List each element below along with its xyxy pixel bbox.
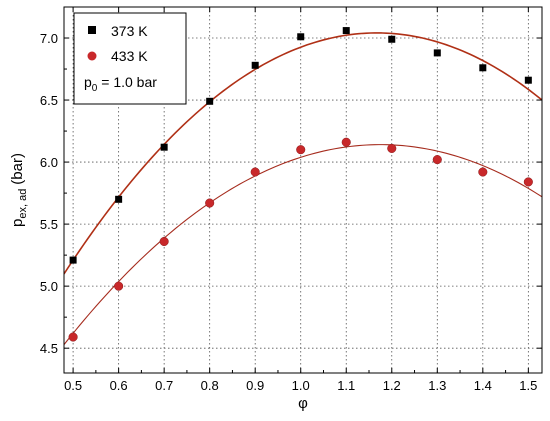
- y-tick-label: 6.5: [40, 93, 58, 108]
- x-tick-label: 1.1: [337, 378, 355, 393]
- x-tick-label: 1.3: [428, 378, 446, 393]
- plot-frame: [63, 6, 543, 374]
- legend: 373 K 433 K p0 = 1.0 bar: [73, 12, 187, 105]
- y-axis-label: pex, ad (bar): [9, 153, 29, 227]
- x-tick-label: 0.9: [246, 378, 264, 393]
- legend-marker-433k: [87, 51, 97, 61]
- data-point-433k: [478, 167, 488, 177]
- y-axis-label-main: p: [9, 219, 26, 227]
- fit-layer: [64, 32, 542, 345]
- data-point-433k: [114, 281, 124, 291]
- x-tick-label: 1.2: [383, 378, 401, 393]
- data-point-433k: [432, 155, 442, 165]
- y-tick-label: 5.0: [40, 279, 58, 294]
- data-point-433k: [296, 145, 306, 155]
- data-point-433k: [387, 143, 397, 153]
- data-point-373k: [160, 143, 168, 151]
- data-point-433k: [205, 198, 215, 208]
- data-point-373k: [115, 195, 123, 203]
- data-point-433k: [68, 332, 78, 342]
- data-point-373k: [206, 97, 214, 105]
- legend-marker-373k: [88, 26, 96, 34]
- y-axis-label-unit: (bar): [9, 153, 26, 185]
- x-tick-label: 0.5: [64, 378, 82, 393]
- x-tick-label: 0.6: [110, 378, 128, 393]
- x-axis-label: φ: [298, 395, 308, 412]
- data-point-373k: [388, 35, 396, 43]
- y-tick-label: 6.0: [40, 155, 58, 170]
- y-tick-label: 7.0: [40, 31, 58, 46]
- x-tick-label: 0.7: [155, 378, 173, 393]
- fit-curve-373k: [64, 32, 542, 275]
- fit-curve-433k: [64, 144, 542, 345]
- legend-annotation-pressure: p0 = 1.0 bar: [84, 74, 157, 94]
- y-tick-label: 4.5: [40, 341, 58, 356]
- x-tick-label: 1.5: [519, 378, 537, 393]
- label-layer: 0.5 0.6 0.7 0.8 0.9 1.0 1.1 1.2 1.3 1.4 1.5 4.5 5.0 5…: [40, 31, 537, 393]
- data-point-373k: [524, 76, 532, 84]
- annotation-p: p: [84, 74, 92, 90]
- marker-layer: [68, 27, 533, 342]
- data-point-373k: [297, 33, 305, 41]
- data-point-373k: [342, 27, 350, 35]
- tick-layer: [64, 7, 542, 373]
- data-point-373k: [69, 256, 77, 264]
- data-point-373k: [433, 49, 441, 57]
- x-tick-label: 1.0: [292, 378, 310, 393]
- data-point-433k: [159, 236, 169, 247]
- annotation-rest: = 1.0 bar: [97, 74, 157, 90]
- legend-label-433k: 433 K: [111, 48, 148, 64]
- y-axis-label-sub: ex, ad: [17, 189, 29, 219]
- legend-label-373k: 373 K: [111, 23, 148, 39]
- data-point-433k: [341, 137, 351, 147]
- x-tick-label: 1.4: [474, 378, 492, 393]
- data-point-433k: [523, 177, 533, 187]
- y-tick-label: 5.5: [40, 217, 58, 232]
- annotation-sub: 0: [92, 83, 98, 94]
- x-tick-label: 0.8: [201, 378, 219, 393]
- data-point-373k: [479, 64, 487, 72]
- data-point-373k: [251, 61, 259, 69]
- data-point-433k: [250, 167, 260, 177]
